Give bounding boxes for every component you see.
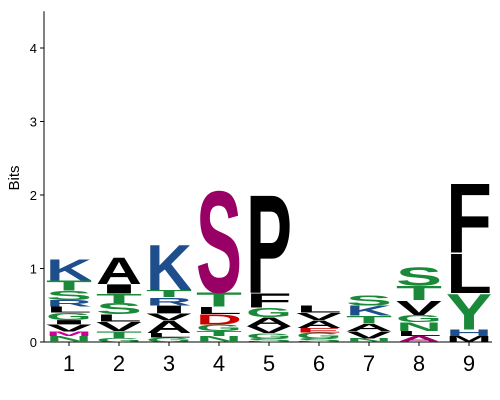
logo-letter: N [46, 335, 92, 344]
logo-letter: T [196, 288, 242, 311]
logo-letter: G [246, 332, 292, 340]
logo-letter: P [246, 166, 292, 324]
logo-letter: F [446, 162, 492, 273]
x-tick-label: 4 [213, 351, 225, 376]
logo-letter: N [196, 335, 242, 344]
x-tick-label: 8 [413, 351, 425, 376]
x-tick-label: 1 [63, 351, 75, 376]
logo-letter: T [46, 278, 92, 294]
logo-letter: V [246, 324, 292, 335]
logo-letter: S [46, 288, 92, 303]
logo-letter: K [346, 303, 392, 319]
y-tick-label: 3 [30, 115, 37, 130]
logo-letter: I [96, 282, 142, 297]
logo-letter: N [396, 320, 442, 334]
logo-letter: F [246, 289, 292, 312]
logo-letter: T [146, 288, 192, 299]
logo-letter: S [396, 263, 442, 291]
logo-letter: S [196, 162, 242, 324]
logo-letter: G [296, 331, 342, 340]
logo-letter: I [146, 303, 192, 316]
logo-letter: K [146, 231, 192, 304]
x-tick-label: 2 [113, 351, 125, 376]
logo-letter: V [146, 312, 192, 323]
logo-letter: H [446, 328, 492, 338]
logo-letter: G [46, 311, 92, 322]
logo-letter: L [96, 312, 142, 323]
logo-letter: G [396, 313, 442, 324]
logo-letter: L [46, 305, 92, 314]
logo-letter: N [346, 337, 392, 343]
tick-labels: 0 1 2 3 4 1 2 3 4 5 6 7 8 9 [30, 41, 475, 376]
logo-letter: L [396, 330, 442, 338]
logo-letter: K [46, 253, 92, 287]
logo-letter: V [346, 329, 392, 340]
logo-letter: G [246, 305, 292, 320]
logo-letter: E [296, 327, 342, 334]
logo-letter: M [46, 331, 92, 338]
logo-letter: T [96, 291, 142, 306]
y-tick-label: 4 [30, 41, 37, 56]
logo-letter: V [96, 319, 142, 334]
logo-letter: A [146, 318, 192, 337]
letter-stacks: NMVIGLRSTKGTVLSTIAGLAVIRTKNTGDLTSSGVAGFP… [46, 162, 492, 344]
y-tick-label: 1 [30, 262, 37, 277]
logo-letter: S [96, 300, 142, 317]
logo-letter: A [346, 322, 392, 333]
y-tick-label: 0 [30, 335, 37, 350]
logo-letter: A [96, 251, 142, 293]
logo-letter: A [296, 318, 342, 331]
logo-letter: D [196, 311, 242, 327]
logo-letter: S [346, 292, 392, 308]
x-tick-label: 3 [163, 351, 175, 376]
x-tick-label: 5 [263, 351, 275, 376]
x-tick-label: 7 [363, 351, 375, 376]
logo-letter: V [46, 323, 92, 334]
logo-letter: S [296, 338, 342, 344]
x-tick-label: 9 [463, 351, 475, 376]
logo-letter: T [96, 329, 142, 340]
logo-letter: I [46, 319, 92, 326]
logo-letter: A [396, 335, 442, 344]
logo-letter: V [296, 311, 342, 322]
logo-letter: M [446, 335, 492, 344]
logo-letter: G [96, 337, 142, 343]
logo-letter: L [146, 332, 192, 339]
logo-letter: L [296, 303, 342, 314]
logo-letter: L [196, 305, 242, 316]
logo-letter: T [346, 314, 392, 327]
axes [40, 11, 492, 346]
logo-letter: G [146, 336, 192, 343]
logo-letter: G [196, 323, 242, 333]
y-axis-title: Bits [6, 165, 23, 190]
x-tick-label: 6 [313, 351, 325, 376]
y-tick-label: 2 [30, 188, 37, 203]
logo-letter: S [246, 338, 292, 344]
logo-letter: L [446, 243, 492, 306]
logo-letter: Y [446, 283, 492, 340]
logo-letter: T [196, 330, 242, 338]
logo-letter: T [396, 282, 442, 305]
logo-letter: A [246, 315, 292, 329]
logo-letter: R [146, 295, 192, 308]
logo-letter: R [46, 298, 92, 308]
logo-letter: V [396, 296, 442, 319]
